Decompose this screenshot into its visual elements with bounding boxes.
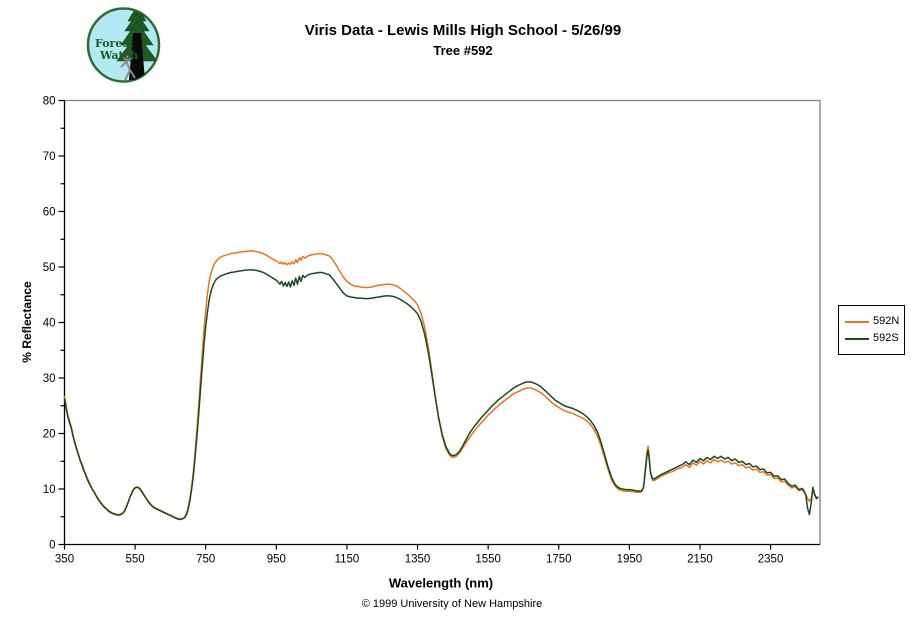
x-tick-label: 1350 bbox=[405, 554, 431, 566]
legend-label-592N: 592N bbox=[873, 315, 900, 327]
logo-text-line2: Watch bbox=[99, 49, 138, 62]
legend-line-swatch-592S bbox=[845, 337, 869, 340]
x-tick-label: 550 bbox=[126, 554, 145, 566]
x-tick-label: 1150 bbox=[335, 554, 360, 566]
x-tick-label: 2150 bbox=[687, 554, 713, 566]
y-tick-label: 20 bbox=[43, 429, 56, 441]
legend-item-592N: 592N bbox=[845, 316, 904, 327]
y-tick-label: 60 bbox=[43, 207, 56, 219]
series-592S-line bbox=[63, 269, 819, 521]
tree-trunk bbox=[129, 33, 145, 80]
x-axis-title: Wavelength (nm) bbox=[388, 575, 494, 591]
series-592N-line bbox=[63, 250, 819, 520]
y-tick-label: 40 bbox=[43, 318, 56, 330]
x-tick-label: 350 bbox=[55, 554, 74, 566]
y-tick-label: 70 bbox=[43, 151, 56, 163]
x-tick-label: 1950 bbox=[617, 554, 643, 566]
chart-title-block: Viris Data - Lewis Mills High School - 5… bbox=[305, 20, 622, 60]
y-tick-label: 80 bbox=[43, 96, 56, 108]
legend-item-592S: 592S bbox=[845, 333, 904, 344]
legend-line-swatch-592N bbox=[845, 320, 869, 323]
x-tick-label: 1550 bbox=[475, 554, 501, 566]
y-tick-label: 30 bbox=[43, 373, 56, 385]
x-tick-label: 750 bbox=[196, 554, 215, 566]
forest-watch-logo: Forest Watch bbox=[86, 7, 161, 83]
x-tick-label: 2350 bbox=[758, 554, 784, 566]
logo-text-line1: Forest bbox=[95, 37, 135, 50]
y-tick-label: 10 bbox=[43, 484, 56, 496]
y-axis-title: % Reflectance bbox=[20, 281, 34, 363]
y-tick-label: 0 bbox=[49, 540, 55, 552]
logo-art: Forest Watch bbox=[95, 8, 158, 81]
legend-label-592S: 592S bbox=[873, 332, 899, 344]
x-tick-label: 1750 bbox=[546, 554, 572, 566]
chart-title-line2: Tree #592 bbox=[433, 43, 493, 58]
legend: 592N 592S bbox=[838, 305, 905, 355]
copyright-notice: © 1999 University of New Hampshire bbox=[361, 598, 543, 610]
climber-icon bbox=[120, 55, 136, 81]
chart-title-line1: Viris Data - Lewis Mills High School - 5… bbox=[304, 22, 622, 39]
y-tick-label: 50 bbox=[43, 262, 56, 274]
x-tick-label: 950 bbox=[267, 554, 286, 566]
